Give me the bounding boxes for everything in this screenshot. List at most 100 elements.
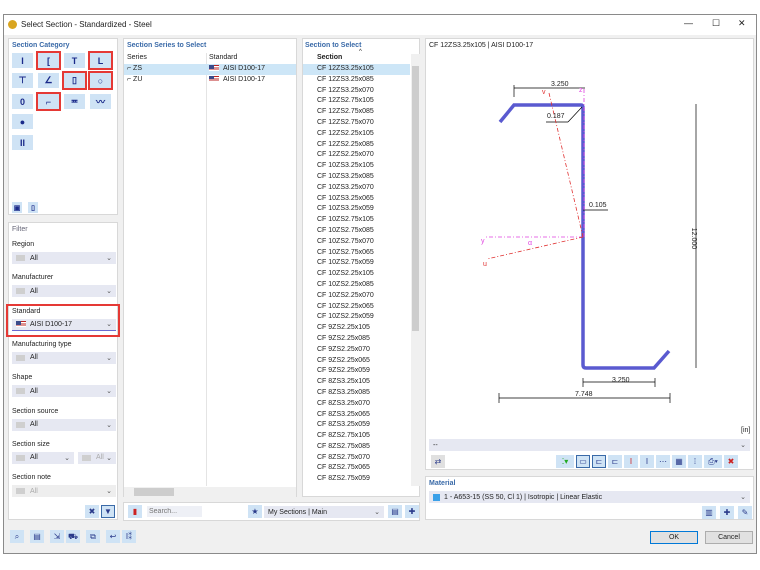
- reset-view-icon[interactable]: ✖: [724, 455, 738, 468]
- cart-icon[interactable]: ⛟: [66, 530, 80, 543]
- sync-icon[interactable]: ⇄: [431, 455, 445, 468]
- info-icon[interactable]: ▯: [28, 202, 38, 213]
- filter-dropdown[interactable]: All ⌄: [12, 252, 116, 264]
- database-icon[interactable]: ▮: [128, 505, 142, 518]
- preview-option-dropdown[interactable]: -- ⌄: [429, 439, 750, 451]
- section-row[interactable]: CF 10ZS2.75x065: [317, 248, 374, 256]
- section-row[interactable]: CF 8ZS3.25x105: [317, 378, 370, 386]
- col-standard[interactable]: Standard: [209, 54, 238, 61]
- angle-icon[interactable]: L: [88, 51, 113, 70]
- section-row[interactable]: CF 8ZS2.75x059: [317, 475, 370, 483]
- section-row[interactable]: CF 9ZS2.25x065: [317, 356, 370, 364]
- section-row[interactable]: CF 12ZS3.25x070: [317, 86, 374, 94]
- stress-points-icon[interactable]: ⋯: [656, 455, 670, 468]
- section-row[interactable]: CF 10ZS2.25x070: [317, 291, 374, 299]
- i-section-icon[interactable]: I: [640, 455, 654, 468]
- section-row[interactable]: CF 12ZS2.75x070: [317, 118, 374, 126]
- rect-hollow-icon[interactable]: ▯: [62, 71, 87, 90]
- section-row[interactable]: CF 10ZS2.75x070: [317, 237, 374, 245]
- scroll-icon[interactable]: ⁞: [688, 455, 702, 468]
- vertical-scrollbar[interactable]: [411, 54, 420, 486]
- section-row[interactable]: CF 8ZS3.25x085: [317, 388, 370, 396]
- edit-favorites-icon[interactable]: ▤: [388, 505, 402, 518]
- section-row[interactable]: CF 10ZS3.25x059: [317, 205, 374, 213]
- rail-icon[interactable]: ≖: [64, 94, 85, 109]
- filter-dropdown[interactable]: All ⌄: [12, 285, 116, 298]
- section-row[interactable]: CF 10ZS3.25x065: [317, 194, 374, 202]
- filter-icon[interactable]: ▼: [101, 505, 115, 518]
- axes-icon[interactable]: ⊏: [592, 455, 606, 468]
- scrollbar-thumb[interactable]: [134, 488, 174, 496]
- filter-dropdown[interactable]: All ⌄: [12, 451, 74, 464]
- filter-dropdown[interactable]: All ⌄: [12, 385, 116, 398]
- dimension-icon[interactable]: ⊏: [608, 455, 622, 468]
- undo-icon[interactable]: ↩: [106, 530, 120, 543]
- favorite-icon[interactable]: ★: [248, 505, 262, 518]
- section-row[interactable]: CF 12ZS2.75x085: [317, 108, 374, 116]
- filter-dropdown[interactable]: All ⌄: [12, 418, 116, 431]
- section-row[interactable]: CF 10ZS3.25x105: [317, 162, 374, 170]
- section-row[interactable]: CF 8ZS3.25x070: [317, 399, 370, 407]
- frame-icon[interactable]: ▭: [576, 455, 590, 468]
- section-row[interactable]: CF 8ZS2.25x105: [303, 485, 410, 486]
- section-properties-icon[interactable]: I⁑: [122, 530, 136, 543]
- view-icon[interactable]: ▣: [12, 202, 22, 213]
- channel-icon[interactable]: [: [36, 51, 61, 70]
- z-section-icon[interactable]: ⌐: [36, 92, 61, 111]
- section-row[interactable]: CF 10ZS2.75x085: [317, 226, 374, 234]
- section-row[interactable]: CF 9ZS2.25x059: [317, 367, 370, 375]
- new-favorites-icon[interactable]: ✚: [405, 505, 419, 518]
- material-dropdown[interactable]: 1 - A653-15 (SS 50, Cl 1) | Isotropic | …: [429, 491, 750, 503]
- horizontal-scrollbar[interactable]: [124, 487, 296, 497]
- section-row[interactable]: CF 8ZS3.25x065: [317, 410, 370, 418]
- sheet-pile-icon[interactable]: 〰: [90, 94, 111, 109]
- points-icon[interactable]: ⁚▾: [556, 455, 574, 468]
- series-row[interactable]: ⌐ ZS AISI D100-17: [124, 64, 296, 75]
- section-row[interactable]: CF 12ZS3.25x105: [303, 64, 410, 75]
- series-row[interactable]: ⌐ ZU AISI D100-17: [124, 75, 296, 86]
- import-icon[interactable]: ⇲: [50, 530, 64, 543]
- section-row[interactable]: CF 12ZS2.25x105: [317, 129, 374, 137]
- section-row[interactable]: CF 10ZS2.25x085: [317, 280, 374, 288]
- section-row[interactable]: CF 9ZS2.25x105: [317, 324, 370, 332]
- circle-hollow-icon[interactable]: ○: [88, 71, 113, 90]
- section-row[interactable]: CF 9ZS2.25x085: [317, 334, 370, 342]
- section-row[interactable]: CF 8ZS2.75x070: [317, 453, 370, 461]
- copy-icon[interactable]: ⧉: [86, 530, 100, 543]
- section-row[interactable]: CF 9ZS2.25x070: [317, 345, 370, 353]
- section-row[interactable]: CF 8ZS3.25x059: [317, 421, 370, 429]
- print-icon[interactable]: ⎙▾: [704, 455, 722, 468]
- section-row[interactable]: CF 12ZS2.75x105: [317, 97, 374, 105]
- section-row[interactable]: CF 12ZS2.25x070: [317, 151, 374, 159]
- favorites-dropdown[interactable]: My Sections | Main ⌄: [264, 506, 384, 518]
- cancel-button[interactable]: Cancel: [705, 531, 753, 544]
- special-section-icon[interactable]: ●: [12, 114, 33, 129]
- grid-icon[interactable]: ▦: [672, 455, 686, 468]
- table-icon[interactable]: ▤: [30, 530, 44, 543]
- section-row[interactable]: CF 8ZS2.75x065: [317, 464, 370, 472]
- library-icon[interactable]: ▥: [702, 506, 716, 519]
- filter-dropdown[interactable]: All ⌄: [12, 351, 116, 364]
- maximize-button[interactable]: ☐: [712, 18, 721, 28]
- unequal-angle-icon[interactable]: ∠: [38, 73, 59, 88]
- search-input[interactable]: [147, 506, 202, 517]
- close-button[interactable]: ✕: [738, 18, 746, 28]
- filter-dropdown-max[interactable]: All ⌄: [78, 451, 116, 464]
- clear-filter-icon[interactable]: ✖: [85, 505, 99, 518]
- section-row[interactable]: CF 8ZS2.75x085: [317, 442, 370, 450]
- new-material-icon[interactable]: ✚: [720, 506, 734, 519]
- section-row[interactable]: CF 8ZS2.75x105: [317, 432, 370, 440]
- i-beam-icon[interactable]: I: [12, 53, 33, 68]
- section-row[interactable]: CF 10ZS2.25x105: [317, 270, 374, 278]
- round-bar-icon[interactable]: 0: [12, 94, 33, 109]
- ok-button[interactable]: OK: [650, 531, 698, 544]
- filter-dropdown[interactable]: AISI D100-17 ⌄: [12, 318, 116, 331]
- tee-icon[interactable]: T: [64, 53, 85, 68]
- i-section-red-icon[interactable]: I: [624, 455, 638, 468]
- col-section[interactable]: Section: [317, 54, 343, 61]
- section-row[interactable]: CF 10ZS2.75x059: [317, 259, 374, 267]
- section-row[interactable]: CF 10ZS2.75x105: [317, 216, 374, 224]
- search-section-icon[interactable]: ⌕: [10, 530, 24, 543]
- scrollbar-thumb[interactable]: [412, 66, 419, 331]
- built-up-icon[interactable]: ΙΙ: [12, 135, 33, 150]
